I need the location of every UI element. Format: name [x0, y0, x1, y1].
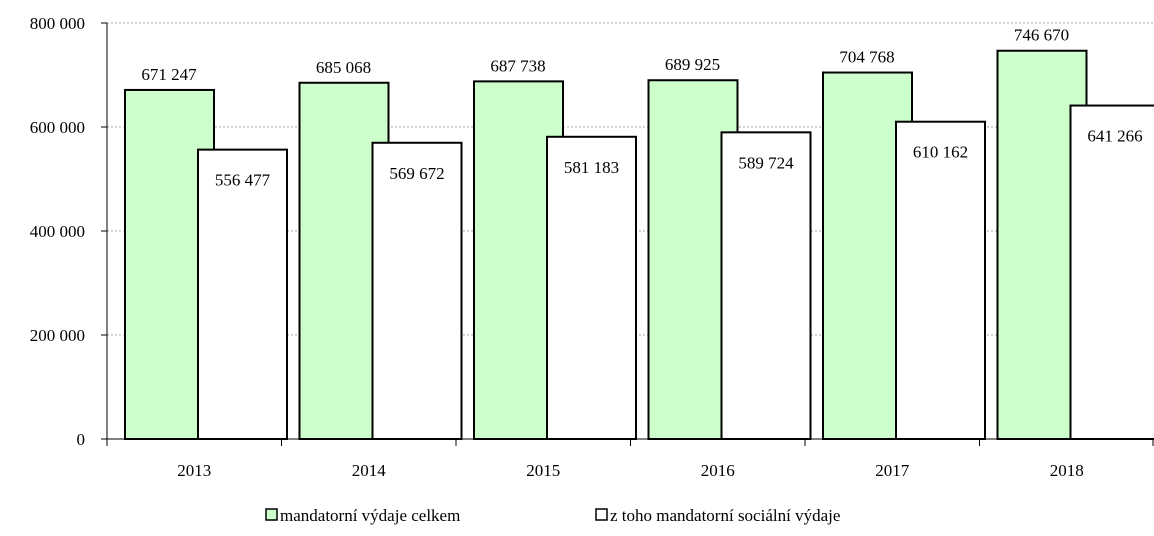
data-label-social: 569 672: [389, 164, 444, 183]
data-label-social: 610 162: [913, 143, 968, 162]
bar-social: [546, 135, 637, 440]
y-tick-label: 200 000: [30, 326, 85, 345]
x-tick-label: 2018: [1050, 461, 1084, 480]
data-label-total: 746 670: [1014, 26, 1069, 45]
data-label-social: 589 724: [738, 153, 794, 172]
legend-label: z toho mandatorní sociální výdaje: [610, 506, 840, 525]
x-tick-label: 2013: [177, 461, 211, 480]
x-tick-label: 2017: [875, 461, 910, 480]
bar-social: [720, 131, 812, 441]
data-label-social: 641 266: [1087, 127, 1142, 146]
data-label-social: 556 477: [215, 171, 271, 190]
data-label-total: 687 738: [490, 56, 545, 75]
y-tick-label: 800 000: [30, 14, 85, 33]
bars: [124, 49, 1154, 441]
bar-social: [371, 141, 463, 440]
legend: mandatorní výdaje celkem z toho mandatorn…: [265, 506, 840, 525]
bar-social: [1069, 104, 1154, 440]
legend-swatch: [265, 508, 278, 521]
data-label-total: 704 768: [839, 48, 894, 67]
data-label-total: 689 925: [665, 55, 720, 74]
bar-social: [895, 120, 986, 440]
y-tick-label: 0: [77, 430, 86, 449]
x-tick-label: 2015: [526, 461, 560, 480]
y-tick-label: 400 000: [30, 222, 85, 241]
data-label-total: 671 247: [141, 65, 197, 84]
legend-label: mandatorní výdaje celkem: [280, 506, 460, 525]
data-label-social: 581 183: [564, 158, 619, 177]
y-tick-label: 600 000: [30, 118, 85, 137]
legend-swatch: [595, 508, 608, 521]
data-labels: 671 247 556 477 685 068 569 672 687 738 581 1…: [141, 26, 1142, 190]
x-tick-label: 2016: [701, 461, 735, 480]
axes: 0 200 000 400 000 600 000 800 000 2013 2014 201…: [30, 14, 1154, 480]
bar-social: [197, 148, 288, 440]
x-tick-label: 2014: [352, 461, 387, 480]
data-label-total: 685 068: [316, 58, 371, 77]
